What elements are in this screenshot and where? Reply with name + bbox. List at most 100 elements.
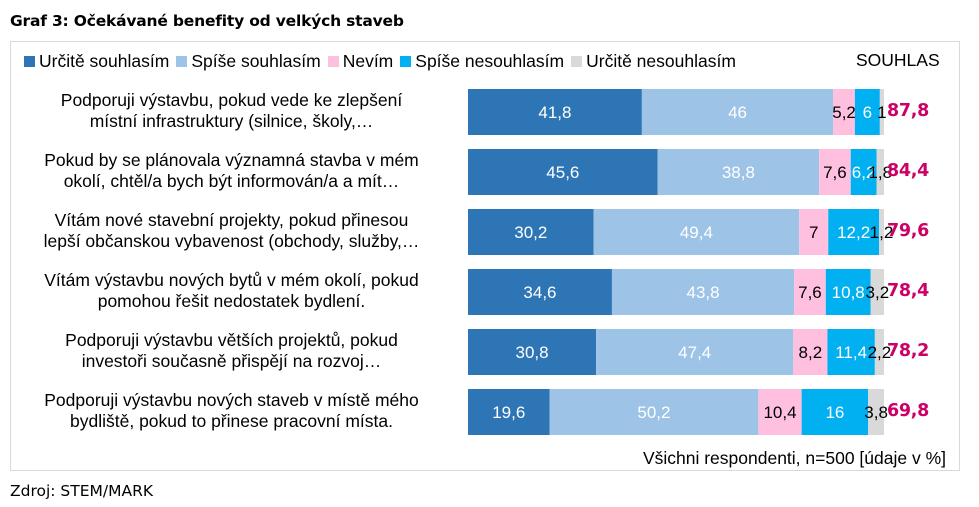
bar-segment [549, 389, 759, 435]
legend-swatch [327, 55, 339, 67]
bar-segment [828, 209, 880, 255]
bar-segment [468, 389, 550, 435]
bar-segment [468, 269, 612, 315]
data-label: 30,2 [514, 223, 547, 242]
category-label-line: pomohou řešit nedostatek bydlení. [97, 291, 366, 311]
bar-segment [657, 149, 820, 195]
bar-segment [879, 209, 884, 255]
data-label: 7,6 [823, 163, 847, 182]
sample-note: Všichni respondenti, n=500 [údaje v %] [642, 448, 946, 468]
category-label: Podporuji výstavbu, pokud vede ke zlepše… [12, 90, 451, 132]
data-label: 3,2 [866, 283, 890, 302]
legend-swatch [176, 55, 188, 67]
legend-label: Spíše nesouhlasím [415, 50, 565, 71]
bar-segment [611, 269, 795, 315]
bar-segment [468, 209, 594, 255]
bar-segment [468, 149, 658, 195]
data-label: 16 [825, 403, 844, 422]
bar-segment [758, 389, 802, 435]
legend-swatch [571, 55, 583, 67]
data-label: 50,2 [637, 403, 670, 422]
chart-frame [10, 41, 960, 471]
category-label-line: bydliště, pokud to přinese pracovní míst… [70, 411, 393, 431]
data-label: 10,4 [763, 403, 796, 422]
legend-label: Spíše souhlasím [191, 50, 321, 71]
legend-label: Určitě nesouhlasím [586, 50, 736, 71]
total-agree-value: 69,8 [887, 401, 929, 421]
legend-swatch [24, 55, 35, 67]
category-label-line: Podporuji výstavbu větších projektů, pok… [65, 330, 398, 350]
bar-segment [850, 149, 877, 195]
data-label: 19,6 [492, 403, 525, 422]
bar-segment [794, 269, 826, 315]
category-label-line: Vítám nové stavební projekty, pokud přin… [54, 210, 409, 230]
category-label: Pokud by se plánovala významná stavba v … [12, 150, 451, 192]
data-label: 49,4 [680, 223, 713, 242]
legend-label: Nevím [342, 50, 394, 71]
data-label: 43,8 [686, 283, 719, 302]
data-label: 1,8 [868, 163, 892, 182]
data-label: 3,8 [864, 403, 888, 422]
category-label-line: Podporuji výstavbu, pokud vede ke zlepše… [60, 90, 403, 110]
category-label: Vítám výstavbu nových bytů v mém okolí, … [12, 270, 451, 312]
bar-segment [870, 269, 884, 315]
category-label: Vítám nové stavební projekty, pokud přin… [12, 210, 451, 252]
bar-segment [468, 89, 642, 135]
category-label: Podporuji výstavbu větších projektů, pok… [12, 330, 451, 372]
total-agree-value: 78,2 [887, 341, 929, 361]
data-label: 45,6 [546, 163, 579, 182]
category-label: Podporuji výstavbu nových staveb v místě… [12, 390, 451, 432]
legend-item: Spíše nesouhlasím [400, 51, 564, 72]
totals-header: SOUHLAS [856, 50, 940, 70]
source-note: Zdroj: STEM/MARK [10, 482, 154, 500]
bar-segment [879, 89, 884, 135]
bar-segment [868, 389, 884, 435]
bar-segment [793, 329, 828, 375]
bar-segment [854, 89, 880, 135]
total-agree-value: 78,4 [887, 281, 929, 301]
data-label: 1,2 [870, 223, 894, 242]
bar-segment [801, 389, 869, 435]
data-label: 34,6 [523, 283, 556, 302]
category-label-line: investoři současně přispějí na rozvoj… [81, 351, 382, 371]
bar-segment [596, 329, 794, 375]
bar-segment [833, 89, 855, 135]
data-label: 6 [863, 103, 872, 122]
data-label: 46 [728, 103, 747, 122]
legend-label: Určitě souhlasím [39, 50, 170, 71]
bar-segment [593, 209, 800, 255]
bar-segment [825, 269, 871, 315]
data-label: 30,8 [516, 343, 549, 362]
data-label: 47,4 [678, 343, 711, 362]
bar-segment [799, 209, 829, 255]
bar-segment [641, 89, 834, 135]
category-label-line: Podporuji výstavbu nových staveb v místě… [44, 390, 419, 410]
legend-swatch [400, 55, 412, 67]
bar-segment [827, 329, 875, 375]
total-agree-value: 84,4 [887, 161, 929, 181]
bar-segment [874, 329, 884, 375]
category-label-line: Vítám výstavbu nových bytů v mém okolí, … [44, 270, 419, 290]
category-label-line: okolí, chtěl/a bych být informován/a a m… [63, 171, 400, 191]
data-label: 38,8 [722, 163, 755, 182]
data-label: 41,8 [538, 103, 571, 122]
bar-segment [876, 149, 884, 195]
data-label: 7 [809, 223, 818, 242]
bar-segment [468, 329, 597, 375]
legend: Určitě souhlasím Spíše souhlasím Nevím S… [24, 50, 743, 72]
data-label: 5,2 [832, 103, 856, 122]
chart-title: Graf 3: Očekávané benefity od velkých st… [10, 12, 404, 30]
data-label: 10,8 [832, 283, 865, 302]
data-label: 7,6 [798, 283, 822, 302]
data-label: 1 [877, 103, 886, 122]
data-label: 11,4 [835, 343, 867, 362]
total-agree-value: 87,8 [887, 101, 929, 121]
legend-item: Nevím [327, 50, 394, 72]
total-agree-value: 79,6 [887, 221, 929, 241]
data-label: 2,2 [868, 343, 892, 362]
data-label: 8,2 [799, 343, 823, 362]
data-label: 6,2 [852, 163, 876, 182]
category-label-line: místní infrastruktury (silnice, školy,… [89, 111, 374, 131]
legend-item: Určitě nesouhlasím [571, 51, 736, 72]
